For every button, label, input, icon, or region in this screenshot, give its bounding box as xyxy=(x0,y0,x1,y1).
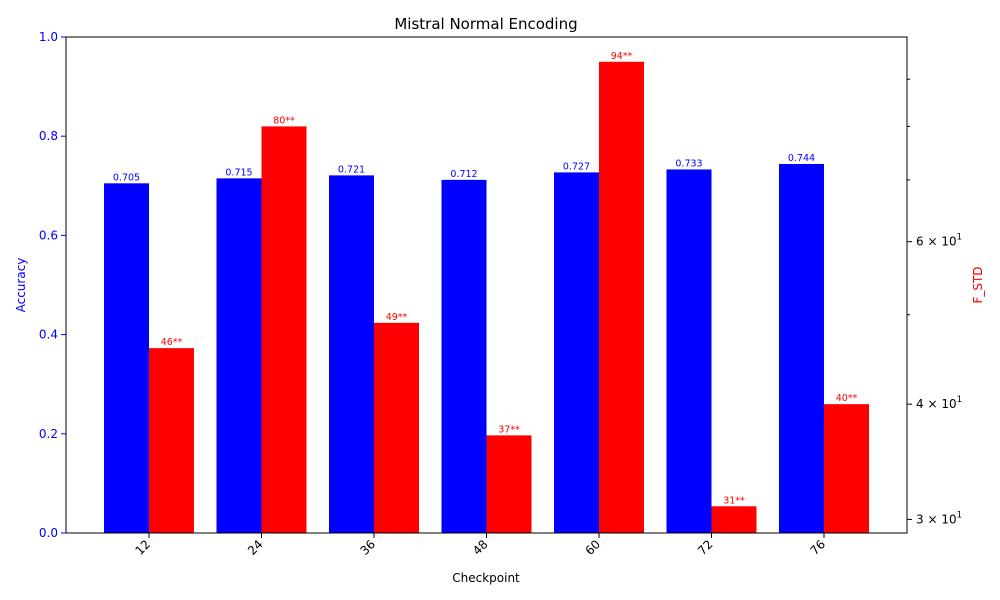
accuracy-bar xyxy=(779,163,824,533)
accuracy-data-label: 0.705 xyxy=(113,172,140,183)
y-left-tick-label: 1.0 xyxy=(39,30,58,44)
accuracy-bar xyxy=(216,178,262,534)
chart-title: Mistral Normal Encoding xyxy=(394,15,577,33)
fstd-bars xyxy=(149,61,869,533)
y-axis-right-label: F_STD xyxy=(971,266,985,303)
x-tick-label: 36 xyxy=(357,537,378,558)
y-left-tick-label: 0.0 xyxy=(39,526,58,540)
y-right-tick-label: 4 × 101 xyxy=(916,395,962,411)
accuracy-data-label: 0.721 xyxy=(338,164,365,175)
fstd-data-label: 46** xyxy=(161,337,183,348)
accuracy-data-labels: 0.705 0.715 0.721 0.712 0.727 0.733 0.744 xyxy=(113,153,815,183)
accuracy-data-label: 0.712 xyxy=(450,169,477,180)
fstd-bar xyxy=(599,61,644,533)
y-axis-left: 0.0 0.2 0.4 0.6 0.8 1.0 xyxy=(39,30,66,540)
y-axis-right: 3 × 101 4 × 101 6 × 101 xyxy=(907,78,962,526)
y-axis-left-label: Accuracy xyxy=(14,258,28,313)
fstd-bar xyxy=(486,435,532,533)
x-axis-label: Checkpoint xyxy=(452,571,520,585)
x-tick-label: 76 xyxy=(807,537,828,558)
y-left-tick-label: 0.2 xyxy=(39,427,58,441)
fstd-data-label: 40** xyxy=(836,393,858,404)
accuracy-bar xyxy=(104,183,149,533)
y-right-tick-label: 6 × 101 xyxy=(916,233,962,249)
y-left-tick-label: 0.4 xyxy=(39,328,58,342)
x-tick-label: 72 xyxy=(695,537,716,558)
x-tick-label: 24 xyxy=(245,537,266,558)
y-left-tick-label: 0.8 xyxy=(39,129,58,143)
accuracy-data-label: 0.744 xyxy=(788,153,815,164)
fstd-bar xyxy=(149,348,194,533)
accuracy-bar xyxy=(554,172,599,533)
fstd-data-label: 80** xyxy=(273,115,295,126)
x-axis: 12 24 36 48 60 72 76 xyxy=(132,533,828,558)
accuracy-bars xyxy=(104,163,824,534)
fstd-data-label: 94** xyxy=(611,51,633,62)
accuracy-data-label: 0.715 xyxy=(225,167,252,178)
accuracy-bar xyxy=(666,169,712,533)
fstd-data-label: 31** xyxy=(723,495,745,506)
x-tick-label: 60 xyxy=(582,537,603,558)
fstd-data-label: 49** xyxy=(386,312,408,323)
accuracy-data-label: 0.733 xyxy=(675,158,702,169)
fstd-bar xyxy=(824,404,869,533)
fstd-bar xyxy=(711,506,757,533)
y-right-tick-label: 3 × 101 xyxy=(916,510,962,526)
fstd-data-label: 37** xyxy=(498,424,520,435)
fstd-bar xyxy=(261,126,307,533)
accuracy-data-label: 0.727 xyxy=(563,161,590,172)
fstd-data-labels: 46** 80** 49** 37** 94** 31** 40** xyxy=(161,51,858,506)
x-tick-label: 48 xyxy=(470,537,491,558)
x-tick-label: 12 xyxy=(132,537,153,558)
y-left-tick-label: 0.6 xyxy=(39,228,58,242)
accuracy-bar xyxy=(441,179,487,533)
fstd-bar xyxy=(374,322,419,533)
accuracy-bar xyxy=(329,175,374,533)
